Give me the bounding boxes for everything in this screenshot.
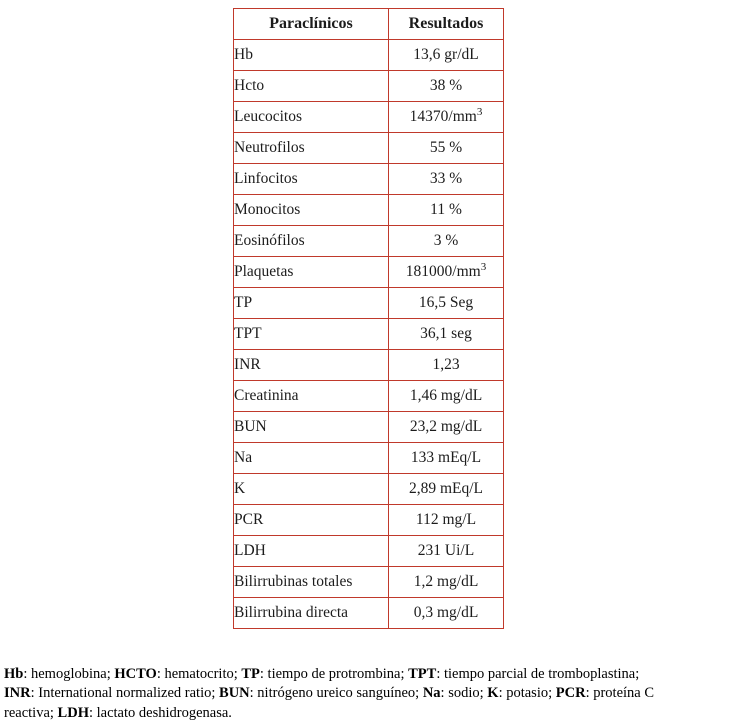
parameter-label: K xyxy=(234,474,389,505)
result-value: 231 Ui/L xyxy=(389,536,504,567)
result-value: 13,6 gr/dL xyxy=(389,40,504,71)
parameter-label: BUN xyxy=(234,412,389,443)
parameter-label: LDH xyxy=(234,536,389,567)
footnote-text: : lactato deshidrogenasa. xyxy=(89,705,232,721)
footnote-text: : tiempo parcial de tromboplastina; xyxy=(436,666,639,682)
result-value: 3 % xyxy=(389,226,504,257)
result-value: 33 % xyxy=(389,164,504,195)
parameter-label: INR xyxy=(234,350,389,381)
result-value: 14370/mm3 xyxy=(389,102,504,133)
footnote-abbreviation: Na xyxy=(423,685,441,701)
footnote-text: : potasio; xyxy=(499,685,556,701)
parameter-label: Bilirrubina directa xyxy=(234,598,389,629)
parameter-label: TP xyxy=(234,288,389,319)
footnote-text: : nitrógeno ureico sanguíneo; xyxy=(250,685,423,701)
footnote-abbreviation: BUN xyxy=(219,685,250,701)
column-header-resultados: Resultados xyxy=(389,9,504,40)
parameter-label: Hcto xyxy=(234,71,389,102)
result-value: 16,5 Seg xyxy=(389,288,504,319)
footnote-abbreviation: INR xyxy=(4,685,31,701)
footnote-text: reactiva; xyxy=(4,705,58,721)
result-value: 23,2 mg/dL xyxy=(389,412,504,443)
table-header: Paraclínicos Resultados xyxy=(234,9,504,40)
result-value: 1,2 mg/dL xyxy=(389,567,504,598)
parameter-label: Plaquetas xyxy=(234,257,389,288)
footnote-abbreviation: LDH xyxy=(58,705,89,721)
parameter-label: PCR xyxy=(234,505,389,536)
footnote-text: : hematocrito; xyxy=(157,666,242,682)
parameter-label: TPT xyxy=(234,319,389,350)
parameter-label: Bilirrubinas totales xyxy=(234,567,389,598)
parameter-label: Eosinófilos xyxy=(234,226,389,257)
footnote-abbreviation: HCTO xyxy=(114,666,156,682)
result-value: 181000/mm3 xyxy=(389,257,504,288)
footnote-line: reactiva; LDH: lactato deshidrogenasa. xyxy=(4,704,730,723)
parameter-label: Monocitos xyxy=(234,195,389,226)
result-value: 112 mg/L xyxy=(389,505,504,536)
result-value: 0,3 mg/dL xyxy=(389,598,504,629)
parameter-label: Linfocitos xyxy=(234,164,389,195)
footnote-abbreviation: Hb xyxy=(4,666,23,682)
result-value: 38 % xyxy=(389,71,504,102)
parameter-label: Creatinina xyxy=(234,381,389,412)
footnote-text: : sodio; xyxy=(441,685,488,701)
footnote-abbreviation: K xyxy=(487,685,498,701)
parameter-label: Hb xyxy=(234,40,389,71)
footnote-text: : hemoglobina; xyxy=(23,666,114,682)
result-value: 36,1 seg xyxy=(389,319,504,350)
footnote-abbreviation: TPT xyxy=(408,666,436,682)
footnote-line: Hb: hemoglobina; HCTO: hematocrito; TP: … xyxy=(4,665,730,685)
footnote-abbreviation: PCR xyxy=(556,685,586,701)
header-row: Paraclínicos Resultados xyxy=(234,9,504,40)
abbreviations-footnote: Hb: hemoglobina; HCTO: hematocrito; TP: … xyxy=(4,665,730,723)
parameter-label: Neutrofilos xyxy=(234,133,389,164)
footnote-text: : International normalized ratio; xyxy=(31,685,219,701)
parameter-label: Leucocitos xyxy=(234,102,389,133)
result-value: 133 mEq/L xyxy=(389,443,504,474)
result-value: 55 % xyxy=(389,133,504,164)
result-value: 1,46 mg/dL xyxy=(389,381,504,412)
footnote-text: : proteína C xyxy=(586,685,654,701)
footnote-abbreviation: TP xyxy=(241,666,260,682)
parameter-label: Na xyxy=(234,443,389,474)
footnote-text: : tiempo de protrombina; xyxy=(260,666,408,682)
result-value: 2,89 mEq/L xyxy=(389,474,504,505)
result-value: 11 % xyxy=(389,195,504,226)
column-header-paraclinicos: Paraclínicos xyxy=(234,9,389,40)
result-value: 1,23 xyxy=(389,350,504,381)
footnote-line: INR: International normalized ratio; BUN… xyxy=(4,684,730,704)
